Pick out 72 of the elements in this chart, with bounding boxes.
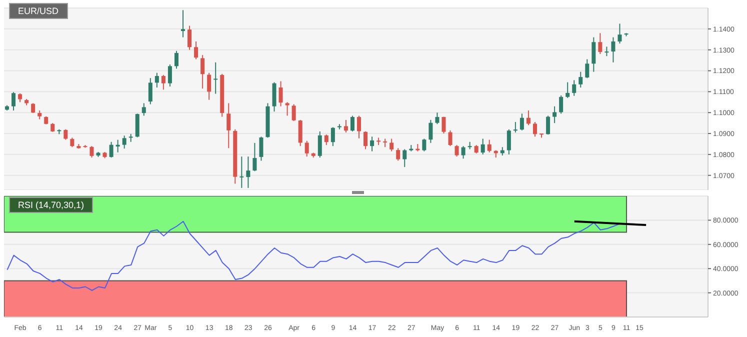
candlestick	[188, 25, 192, 50]
candlestick	[611, 36, 616, 63]
candlestick	[442, 116, 446, 134]
candlestick	[174, 50, 178, 70]
candlestick	[292, 104, 296, 122]
candlestick	[70, 137, 74, 148]
candlestick	[148, 78, 152, 105]
candlestick	[122, 135, 126, 150]
candlestick	[350, 115, 354, 132]
candlestick	[480, 138, 485, 155]
candlestick	[318, 130, 322, 158]
candlestick	[214, 62, 218, 94]
candlestick	[526, 110, 530, 126]
candlestick	[31, 102, 36, 114]
candlestick	[487, 139, 492, 153]
candlestick	[304, 140, 309, 158]
candlestick	[109, 141, 114, 158]
candlestick	[552, 106, 557, 124]
candlestick	[226, 102, 231, 149]
candlestick	[506, 128, 511, 155]
candlestick	[376, 137, 381, 146]
candlestick	[435, 112, 440, 125]
candlestick	[298, 119, 302, 147]
candlestick	[566, 82, 570, 98]
candlestick	[428, 119, 433, 144]
candlestick	[402, 148, 407, 168]
candlestick	[181, 10, 185, 38]
candlestick	[154, 72, 159, 88]
candlestick	[64, 128, 68, 140]
candlestick	[330, 126, 335, 147]
candlestick	[240, 156, 244, 188]
candlestick	[344, 119, 348, 133]
candlestick	[618, 23, 622, 44]
candlestick	[364, 130, 368, 150]
candlestick	[200, 54, 205, 90]
candlestick	[383, 138, 388, 148]
candlestick	[259, 136, 264, 162]
candlestick	[559, 94, 564, 114]
candlestick	[357, 115, 361, 139]
candlestick	[598, 32, 602, 55]
candlestick	[252, 142, 257, 172]
candlestick	[246, 156, 250, 188]
candlestick	[285, 102, 290, 116]
candlestick	[454, 144, 459, 158]
chart-title: EUR/USD	[9, 3, 68, 19]
candlestick	[513, 122, 518, 133]
candlestick	[390, 138, 394, 152]
candlestick	[272, 82, 276, 112]
candlestick	[168, 64, 172, 87]
candlestick	[142, 102, 146, 116]
candlestick	[448, 130, 452, 147]
candlestick	[161, 74, 166, 90]
candlestick	[461, 146, 466, 160]
candlestick	[520, 113, 524, 131]
candlestick	[604, 46, 609, 57]
text: RSI (14,70,30,1)	[9, 197, 94, 213]
candlestick	[370, 136, 374, 152]
candlestick	[90, 146, 94, 158]
candlestick	[194, 40, 198, 60]
candlestick	[578, 71, 583, 88]
candlestick	[207, 72, 212, 100]
candlestick	[324, 134, 328, 146]
candlestick	[396, 148, 400, 162]
candlestick	[135, 113, 140, 138]
candlestick	[572, 80, 576, 96]
candlestick	[592, 36, 596, 72]
candlestick	[278, 80, 283, 107]
candlestick	[422, 138, 426, 152]
candlestick	[533, 122, 537, 138]
candlestick	[585, 58, 590, 79]
candlestick	[12, 92, 16, 112]
candlestick	[546, 115, 550, 136]
